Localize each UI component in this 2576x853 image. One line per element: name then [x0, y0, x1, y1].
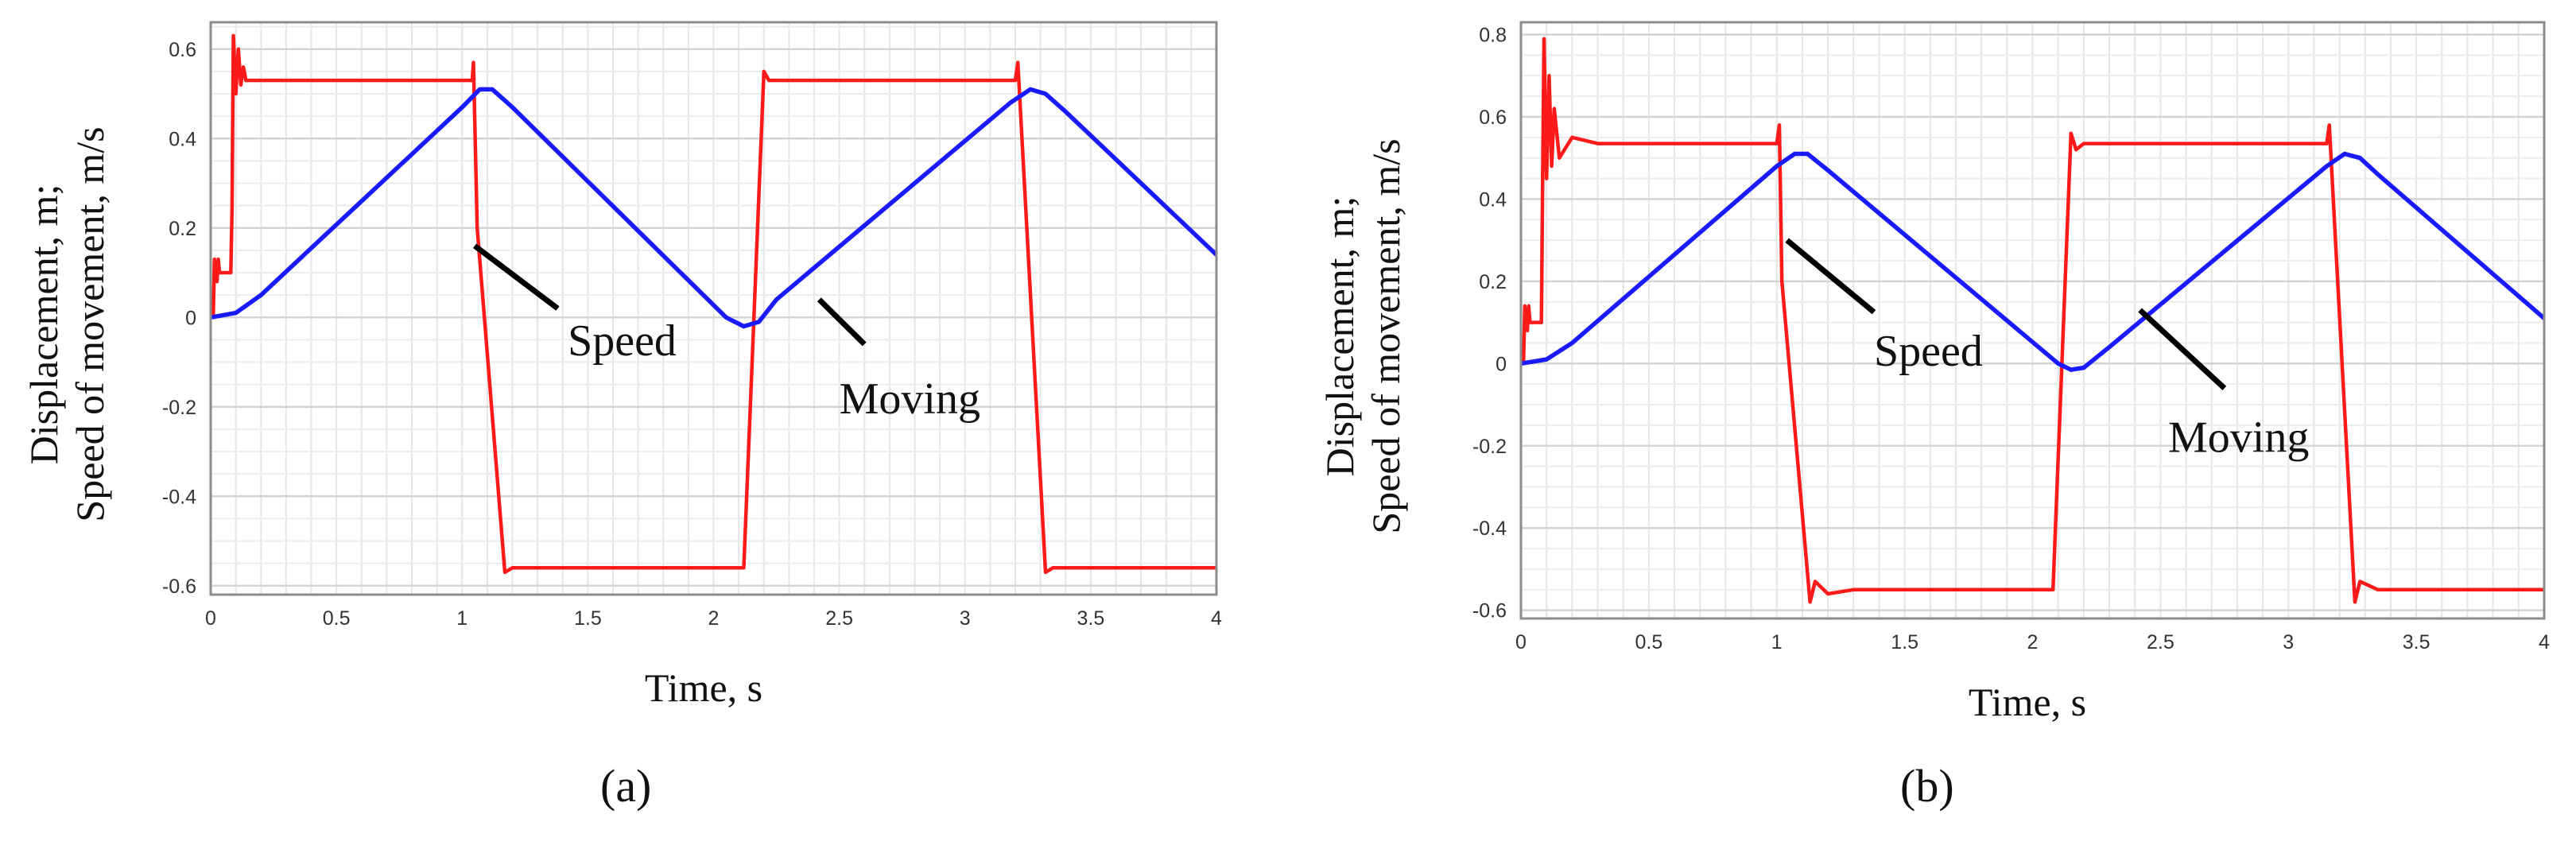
x-tick-label: 2.5 — [825, 607, 853, 630]
chart-panel-b: 0.8 0.6 0.4 0.2 0 -0.2 -0.4 -0.6 0 0.5 1 1.5 2 2.5 3 3.… — [1288, 0, 2576, 853]
y-tick-label: 0.4 — [169, 128, 196, 150]
panel-label-b: (b) — [1900, 760, 1954, 812]
y-tick-label: 0.2 — [169, 218, 196, 240]
y-tick-label: 0.6 — [169, 39, 196, 61]
x-tick-label: 2.5 — [2147, 631, 2174, 653]
series-line-blue — [1520, 151, 2546, 372]
y-tick-label: -0.4 — [162, 486, 196, 508]
x-tick-label: 4 — [2539, 631, 2550, 653]
panel-label-a: (a) — [600, 760, 652, 812]
x-tick-label: 1 — [456, 607, 467, 630]
y-tick-label: -0.4 — [1472, 518, 1507, 540]
x-tick-label: 3.5 — [2403, 631, 2431, 653]
x-tick-label: 3 — [2283, 631, 2294, 653]
y-axis-title-line: Displacement, m; — [21, 184, 66, 465]
y-tick-label: 0 — [185, 307, 196, 329]
annotation-pointer — [1785, 238, 1876, 315]
series-line-red — [1521, 37, 2544, 604]
annotation-label: Moving — [840, 374, 980, 424]
y-tick-label: -0.6 — [162, 576, 196, 598]
annotation-label: Moving — [2168, 413, 2309, 463]
x-tick-label: 2 — [708, 607, 720, 630]
x-axis-title: Time, s — [1969, 680, 2086, 724]
x-tick-label: 1 — [1771, 631, 1783, 653]
annotation-pointer — [472, 243, 560, 311]
y-tick-label: -0.2 — [162, 397, 196, 419]
y-axis-title-line: Speed of movement, m/s — [68, 126, 112, 521]
x-tick-label: 0.5 — [323, 607, 351, 630]
x-tick-label: 3.5 — [1077, 607, 1104, 630]
chart-a: 0.6 0.4 0.2 0 -0.2 -0.4 -0.6 0 0.5 1 1.5 2 2.5 3 3.5 4 S… — [21, 21, 1222, 710]
annotation-pointer — [2138, 308, 2227, 390]
x-tick-label: 0.5 — [1635, 631, 1662, 653]
x-axis-title: Time, s — [645, 665, 762, 710]
annotation-pointer — [817, 297, 867, 347]
x-tick-label: 3 — [960, 607, 971, 630]
x-tick-label: 1.5 — [574, 607, 602, 630]
chart-b: 0.8 0.6 0.4 0.2 0 -0.2 -0.4 -0.6 0 0.5 1 1.5 2 2.5 3 3.… — [1317, 21, 2550, 724]
y-axis-title-line: Displacement, m; — [1317, 196, 1362, 477]
x-tick-label: 0 — [205, 607, 216, 630]
y-tick-label: -0.2 — [1472, 436, 1507, 458]
x-tick-label: 2 — [2027, 631, 2039, 653]
x-tick-label: 4 — [1211, 607, 1222, 630]
x-tick-label: 0 — [1515, 631, 1527, 653]
y-tick-label: 0.4 — [1479, 188, 1507, 211]
chart-panel-a: 0.6 0.4 0.2 0 -0.2 -0.4 -0.6 0 0.5 1 1.5 2 2.5 3 3.5 4 S… — [21, 21, 1222, 812]
annotation-label: Speed — [568, 316, 677, 366]
y-tick-label: 0.8 — [1479, 25, 1507, 47]
annotation-label: Speed — [1874, 327, 1983, 376]
y-tick-label: -0.6 — [1472, 600, 1507, 622]
series-line-red — [211, 33, 1216, 575]
plot-frame — [209, 21, 1218, 596]
y-axis-title-line: Speed of movement, m/s — [1364, 138, 1408, 533]
y-tick-label: 0.2 — [1479, 271, 1507, 293]
x-tick-label: 1.5 — [1891, 631, 1918, 653]
y-tick-label: 0.6 — [1479, 107, 1507, 129]
plot-frame — [1519, 21, 2546, 620]
y-tick-label: 0 — [1496, 353, 1507, 375]
series-line-blue — [210, 87, 1218, 329]
